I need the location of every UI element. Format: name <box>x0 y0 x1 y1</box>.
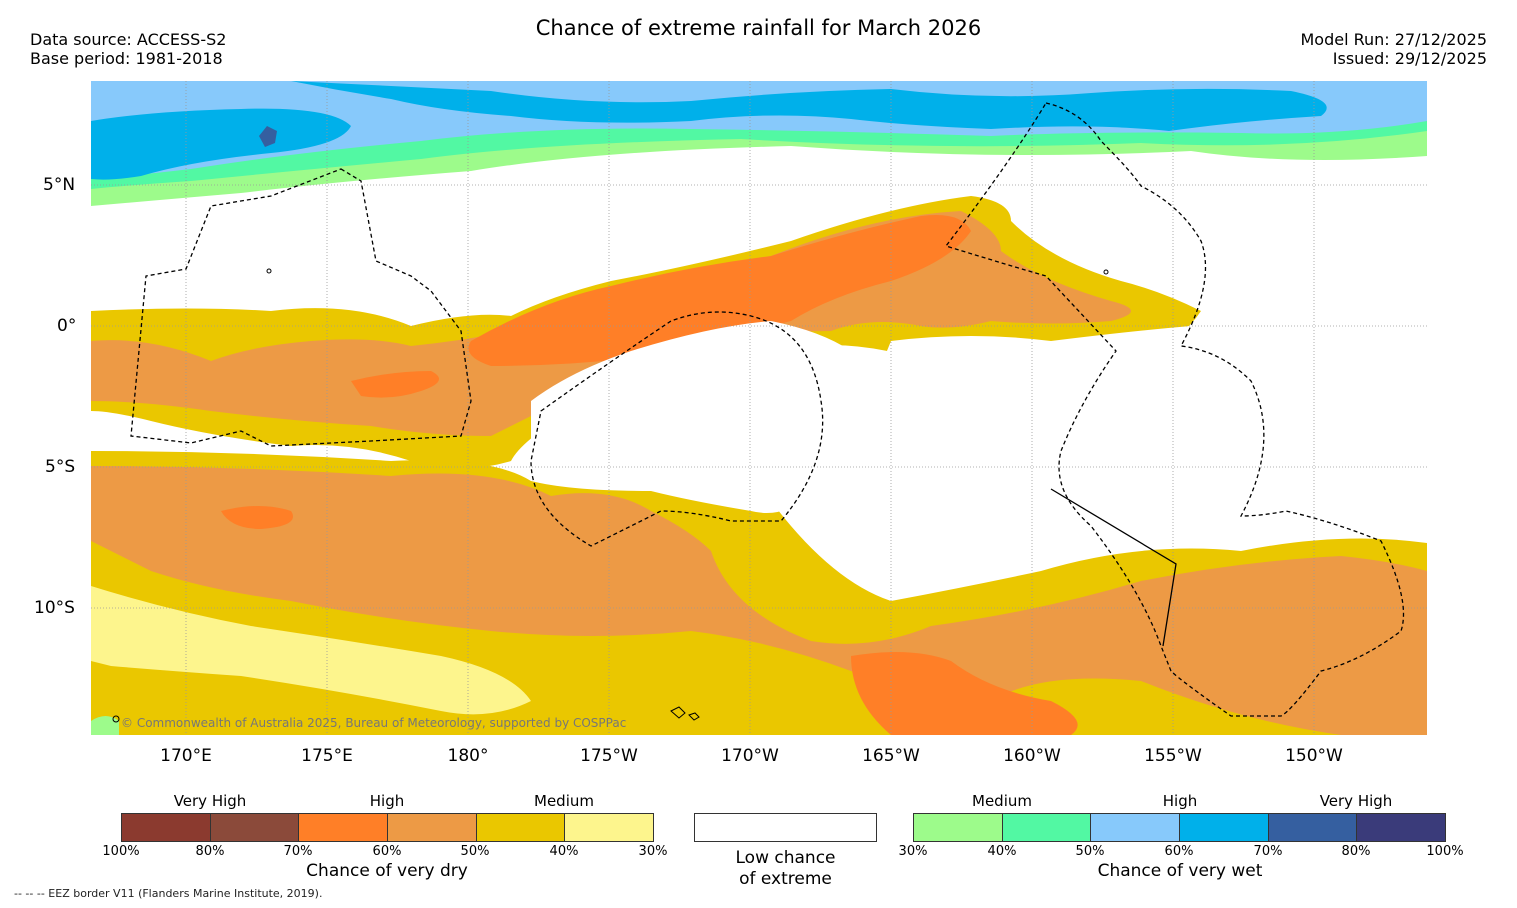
data-source-info: Data source: ACCESS-S2 Base period: 1981… <box>30 30 226 68</box>
grid-lines <box>91 81 1427 735</box>
wet-tick: 40% <box>987 844 1017 859</box>
dry-level-medium: Medium <box>534 792 594 810</box>
wet-level-very-high: Very High <box>1319 792 1393 810</box>
dry-tick: 40% <box>549 844 579 859</box>
wet-very-high-area-2 <box>291 81 1327 131</box>
page-title: Chance of extreme rainfall for March 202… <box>535 16 982 40</box>
data-source: Data source: ACCESS-S2 <box>30 30 227 49</box>
lon-label-155w: 155°W <box>1144 746 1202 766</box>
dry-swatch-60-50 <box>388 814 477 841</box>
low-chance-area-2 <box>811 326 1427 587</box>
low-chance-area-1 <box>531 321 853 513</box>
dry-tick: 80% <box>195 844 225 859</box>
lon-label-160w: 160°W <box>1003 746 1061 766</box>
dry-tick: 100% <box>102 844 140 859</box>
copyright-note: © Commonwealth of Australia 2025, Bureau… <box>121 716 626 730</box>
dry-swatch-40-30 <box>565 814 654 841</box>
wet-tick: 50% <box>1075 844 1105 859</box>
dry-tick: 70% <box>283 844 313 859</box>
wet-very-high-area <box>91 108 351 180</box>
dry-tick: 50% <box>460 844 490 859</box>
dry-level-very-high: Very High <box>173 792 247 810</box>
model-run-info: Model Run: 27/12/2025 Issued: 29/12/2025 <box>1301 30 1488 68</box>
lat-label-10s: 10°S <box>34 598 75 618</box>
low-chance-swatch <box>694 813 877 842</box>
wet-top-very-high-blob <box>259 126 277 147</box>
dry-low-southwest <box>91 586 531 715</box>
dry-swatch-50-40 <box>476 814 566 841</box>
wet-swatch-50-60 <box>1091 814 1181 841</box>
low-chance-line-1: Low chance <box>735 848 836 868</box>
wet-tick: 100% <box>1426 844 1464 859</box>
lat-label-5s: 5°S <box>45 457 76 477</box>
low-chance-area-3 <box>1171 178 1427 301</box>
lat-label-0: 0° <box>57 316 77 336</box>
wet-swatch-70-80 <box>1268 814 1358 841</box>
wet-tick: 80% <box>1341 844 1371 859</box>
wet-swatch-60-70 <box>1180 814 1269 841</box>
issued-date: Issued: 29/12/2025 <box>1332 49 1487 68</box>
low-chance-label: Low chance of extreme <box>694 848 877 890</box>
dry-high-southeast <box>851 652 1078 735</box>
lon-label-170e: 170°E <box>160 746 212 766</box>
lon-label-175w: 175°W <box>580 746 638 766</box>
dry-high-west-blob <box>351 371 439 398</box>
dry-high-sw-blob <box>221 506 293 529</box>
rainfall-map: © Commonwealth of Australia 2025, Bureau… <box>91 81 1427 735</box>
wet-tick: 70% <box>1253 844 1283 859</box>
eez-border-note: -- -- -- EEZ border V11 (Flanders Marine… <box>14 887 323 900</box>
wet-tick: 30% <box>898 844 928 859</box>
lon-label-180: 180° <box>447 746 489 766</box>
dry-tick: 60% <box>372 844 402 859</box>
wet-legend-title: Chance of very wet <box>1097 861 1263 881</box>
dry-swatch-80-70 <box>210 814 300 841</box>
low-chance-line-2: of extreme <box>739 869 832 889</box>
wet-level-medium: Medium <box>972 792 1032 810</box>
base-period: Base period: 1981-2018 <box>30 49 223 68</box>
maritime-boundary <box>1050 488 1177 647</box>
wet-sw-corner <box>91 716 119 735</box>
dry-high-equatorial <box>468 215 971 366</box>
dry-tick: 30% <box>638 844 668 859</box>
lat-label-5n: 5°N <box>43 175 76 195</box>
wet-swatch-30-40 <box>914 814 1003 841</box>
dry-swatch-70-60 <box>299 814 389 841</box>
lon-label-165w: 165°W <box>862 746 920 766</box>
dry-moderate-south <box>91 466 1427 735</box>
lon-label-150w: 150°W <box>1285 746 1343 766</box>
dry-level-high: High <box>369 792 405 810</box>
eez-borders <box>130 102 1405 717</box>
wet-swatch-40-50 <box>1002 814 1092 841</box>
lon-label-175e: 175°E <box>301 746 353 766</box>
dry-swatch-100-80 <box>122 814 211 841</box>
wet-level-high: High <box>1162 792 1198 810</box>
wet-swatch-80-100 <box>1357 814 1446 841</box>
wet-colorbar <box>913 813 1446 842</box>
dry-legend-title: Chance of very dry <box>306 861 468 881</box>
model-run: Model Run: 27/12/2025 <box>1300 30 1488 49</box>
lon-label-170w: 170°W <box>721 746 779 766</box>
wet-tick: 60% <box>1164 844 1194 859</box>
dry-colorbar <box>121 813 654 842</box>
islands <box>112 268 1109 723</box>
